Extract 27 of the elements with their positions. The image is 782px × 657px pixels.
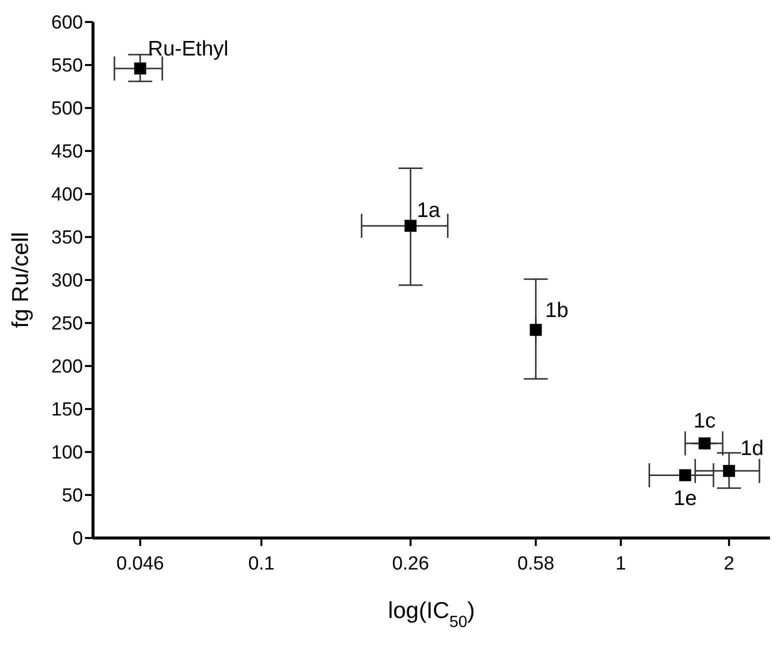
- y-tick-label: 200: [51, 356, 83, 378]
- y-tick-label: 550: [51, 56, 83, 77]
- annotation: 1b: [545, 298, 568, 322]
- x-tick-label: 0.046: [116, 553, 164, 574]
- y-tick-label: 300: [51, 270, 83, 292]
- y-tick-label: 450: [51, 142, 83, 163]
- y-tick-label: 0: [72, 528, 83, 550]
- y-tick-label: 100: [51, 442, 83, 464]
- x-tick-label: 1: [616, 553, 626, 574]
- annotation: 1d: [740, 436, 764, 460]
- x-axis-title: log(IC$_{50}$): [388, 597, 475, 631]
- y-tick-label: 500: [51, 98, 83, 120]
- x-tick-label: 2: [724, 553, 734, 574]
- y-tick-label: 150: [51, 400, 83, 421]
- x-tick-label: 0.26: [392, 553, 430, 574]
- y-tick-label: 350: [51, 228, 83, 249]
- y-tick-label: 400: [51, 184, 83, 206]
- y-axis-title: fg Ru/cell: [7, 232, 33, 328]
- annotation: 1c: [693, 409, 716, 432]
- y-tick-label: 250: [51, 314, 83, 335]
- annotation: 1a: [416, 198, 441, 222]
- x-tick-label: 0.58: [517, 553, 554, 574]
- annotation: Ru-Ethyl: [148, 37, 228, 60]
- y-tick-label: 600: [51, 12, 83, 34]
- annotation: 1e: [673, 487, 697, 510]
- y-tick-label: 50: [62, 486, 83, 507]
- x-tick-label: 0.1: [248, 553, 275, 574]
